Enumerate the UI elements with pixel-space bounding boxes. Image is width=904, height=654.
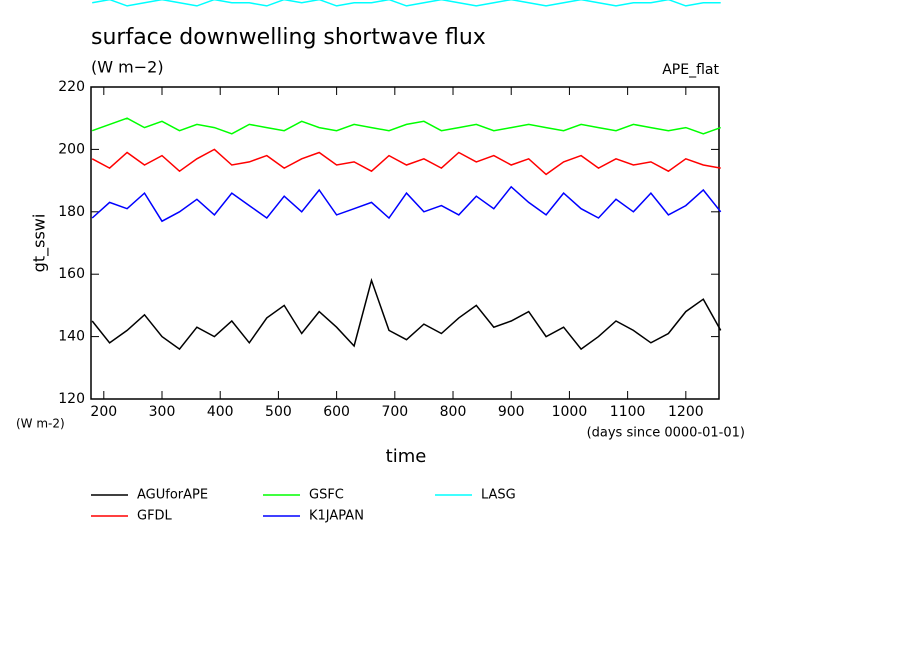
legend-label: AGUforAPE	[137, 488, 208, 503]
series-line	[91, 185, 722, 223]
series-line	[91, 277, 722, 351]
x-tick-label: 500	[265, 404, 292, 420]
legend-label: GSFC	[309, 488, 344, 503]
x-tick-label: 700	[381, 404, 408, 420]
chart-subtitle: (W m−2)	[91, 58, 164, 77]
series-line	[91, 148, 721, 176]
y-tick-label: 200	[58, 141, 85, 157]
x-tick-label: 300	[149, 404, 176, 420]
x-tick-label: 1000	[552, 404, 588, 420]
x-tick-label: 1200	[668, 404, 704, 420]
x-tick-label: 600	[323, 404, 350, 420]
annotation: APE_flat	[662, 62, 719, 78]
legend-label: K1JAPAN	[309, 509, 364, 524]
legend-label: LASG	[481, 488, 516, 503]
x-tick-label: 800	[440, 404, 467, 420]
x-tick-label: 400	[207, 404, 234, 420]
x-unit: (days since 0000-01-01)	[587, 426, 745, 441]
x-tick-label: 900	[498, 404, 525, 420]
y-unit: (W m-2)	[16, 417, 65, 431]
y-tick-label: 160	[58, 266, 85, 282]
series-line	[91, 117, 721, 135]
x-tick-label: 1100	[610, 404, 646, 420]
chart-title: surface downwelling shortwave flux	[91, 25, 486, 50]
y-tick-label: 140	[58, 329, 85, 345]
plot-frame	[90, 86, 720, 400]
y-axis-label: gt_sswi	[30, 214, 50, 273]
x-axis-label: time	[386, 446, 427, 467]
x-tick-label: 200	[90, 404, 117, 420]
y-tick-label: 220	[58, 79, 85, 95]
legend-label: GFDL	[137, 509, 173, 524]
y-tick-label: 180	[58, 204, 85, 220]
series-line	[92, 0, 721, 7]
y-tick-label: 120	[58, 391, 85, 407]
